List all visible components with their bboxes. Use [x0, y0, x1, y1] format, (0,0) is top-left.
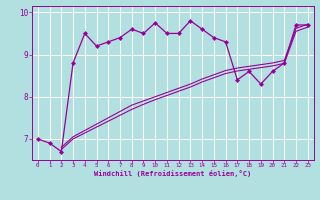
X-axis label: Windchill (Refroidissement éolien,°C): Windchill (Refroidissement éolien,°C): [94, 170, 252, 177]
